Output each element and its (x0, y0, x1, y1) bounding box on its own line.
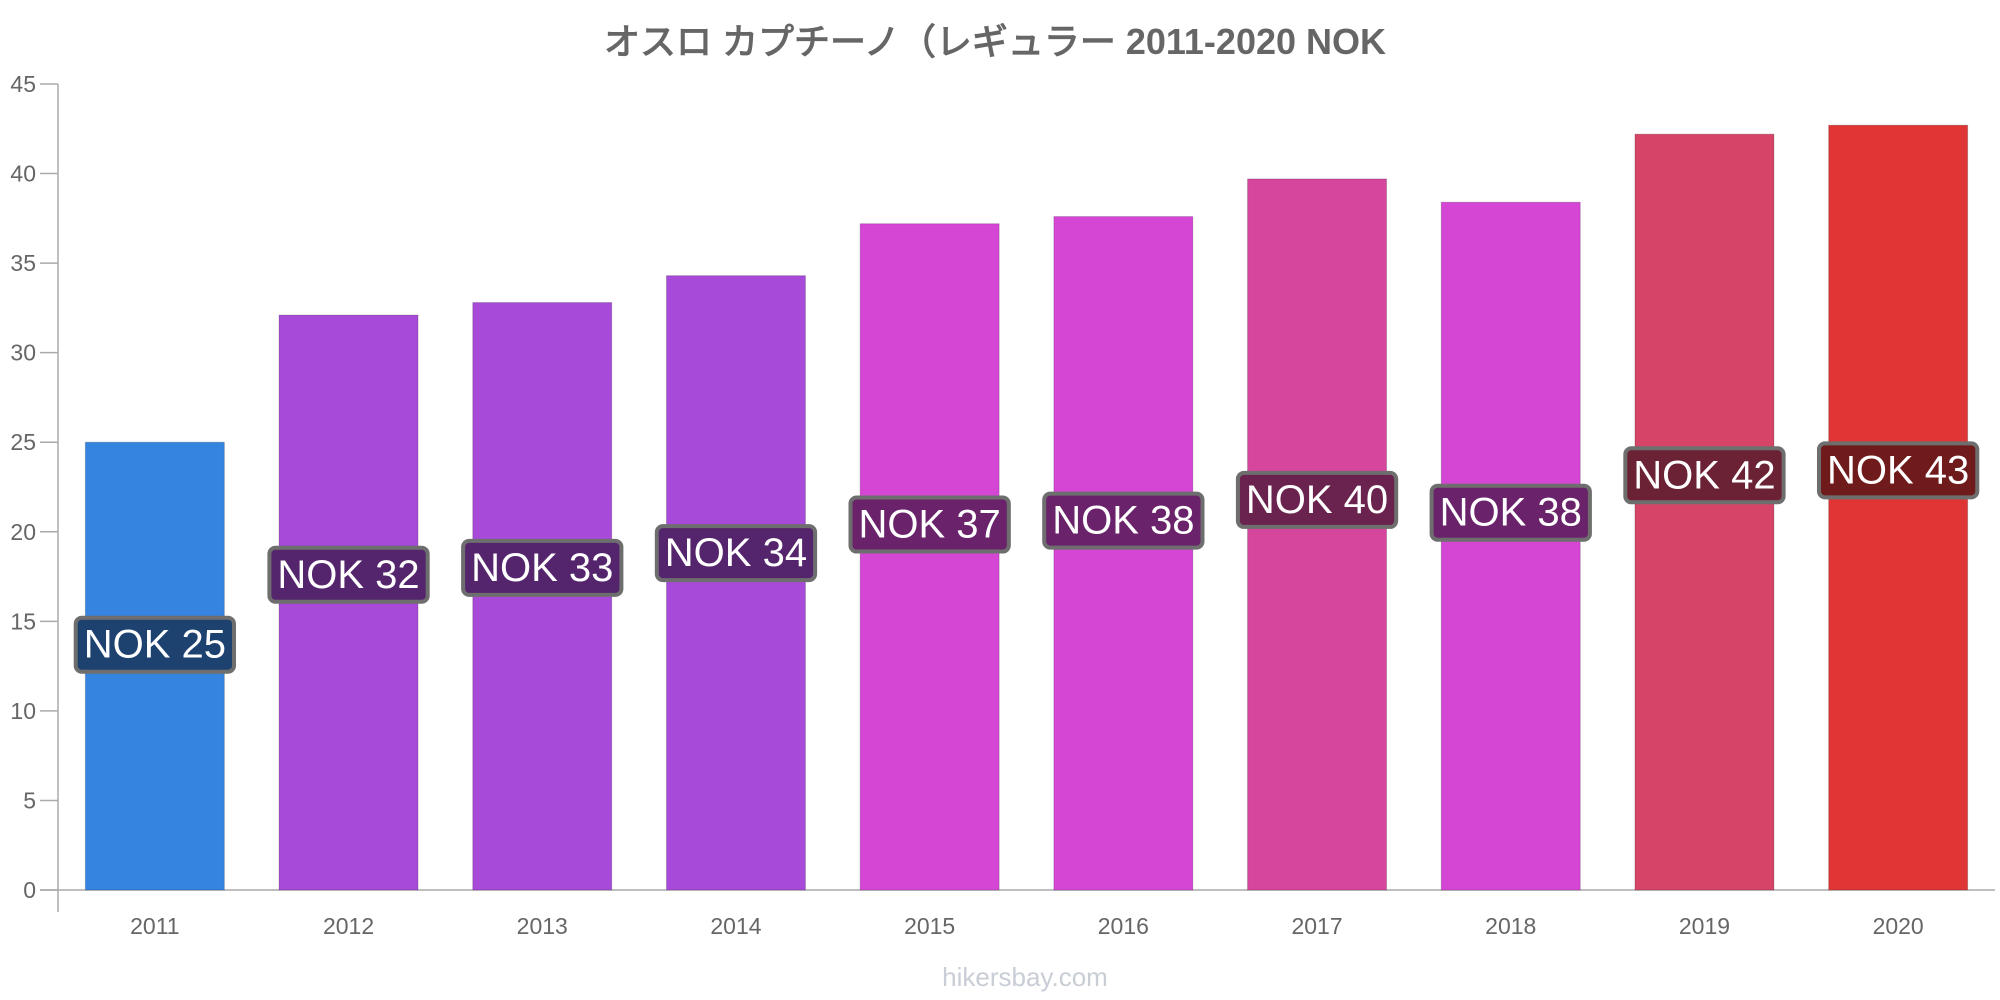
bar-2020 (1828, 124, 1969, 891)
x-axis: 2011 2012 2013 2014 2015 2016 2017 2018 2019 2020 (40, 889, 1995, 939)
data-label-background (654, 524, 818, 583)
data-label: NOK 25 (73, 615, 236, 674)
y-tick-label: 15 (10, 608, 36, 634)
x-tick-label: 2019 (1679, 913, 1730, 939)
data-label-background (73, 615, 236, 674)
data-label-text: NOK 40 (1246, 478, 1388, 522)
data-label-text: NOK 37 (859, 503, 1001, 547)
y-tick-label: 5 (23, 787, 36, 813)
bar-2018 (1440, 201, 1581, 891)
y-tick-label: 35 (10, 250, 36, 276)
data-label: NOK 34 (654, 524, 818, 583)
data-label: NOK 33 (461, 538, 624, 597)
x-tick-label: 2018 (1485, 913, 1536, 939)
data-label-text: NOK 42 (1633, 453, 1775, 497)
x-tick-label: 2020 (1873, 913, 1924, 939)
y-tick-label: 20 (10, 519, 36, 545)
data-label-background (1817, 441, 1980, 500)
y-axis: 0 5 10 15 20 25 30 35 40 45 (10, 71, 59, 912)
data-label: NOK 40 (1235, 470, 1399, 529)
data-label-background (461, 538, 624, 597)
bars-group (84, 124, 1969, 891)
y-tick-label: 10 (10, 698, 36, 724)
x-tick-label: 2016 (1098, 913, 1149, 939)
bar-2019 (1634, 133, 1775, 891)
x-tick-label: 2013 (517, 913, 568, 939)
chart-title: オスロ カプチーノ（レギュラー 2011-2020 NOK (604, 21, 1386, 62)
data-label-background (267, 545, 430, 604)
x-tick-label: 2011 (130, 913, 179, 939)
data-label-background (1042, 491, 1205, 550)
y-tick-label: 40 (10, 161, 36, 187)
y-tick-label: 25 (10, 429, 36, 455)
data-label-text: NOK 33 (471, 546, 613, 590)
data-label-background (1235, 470, 1399, 529)
y-tick-label: 0 (23, 877, 36, 903)
data-label-background (1623, 446, 1786, 505)
data-label-text: NOK 34 (665, 531, 807, 575)
data-label-text: NOK 43 (1827, 448, 1969, 492)
y-tick-label: 45 (10, 71, 36, 97)
data-label: NOK 38 (1042, 491, 1205, 550)
x-tick-label: 2017 (1291, 913, 1342, 939)
bar-2017 (1247, 178, 1388, 891)
x-tick-label: 2015 (904, 913, 955, 939)
data-label-text: NOK 38 (1440, 491, 1582, 535)
bar-2016 (1053, 216, 1194, 891)
data-label-text: NOK 38 (1052, 499, 1194, 543)
x-tick-label: 2012 (323, 913, 374, 939)
data-label-background (1429, 483, 1592, 542)
bar-2015 (859, 223, 1000, 891)
data-label: NOK 42 (1623, 446, 1786, 505)
x-tick-label: 2014 (710, 913, 761, 939)
y-tick-label: 30 (10, 340, 36, 366)
data-label: NOK 38 (1429, 483, 1592, 542)
data-label-background (848, 495, 1011, 554)
data-label: NOK 32 (267, 545, 430, 604)
data-labels-group: NOK 25 NOK 32 NOK 33 NOK 34 NOK 37 NOK 38 NOK … (73, 441, 1980, 674)
watermark: hikersbay.com (942, 962, 1108, 992)
bar-2014 (665, 275, 806, 891)
data-label-text: NOK 32 (277, 553, 419, 597)
data-label: NOK 37 (848, 495, 1011, 554)
data-label-text: NOK 25 (84, 623, 226, 667)
data-label: NOK 43 (1817, 441, 1980, 500)
